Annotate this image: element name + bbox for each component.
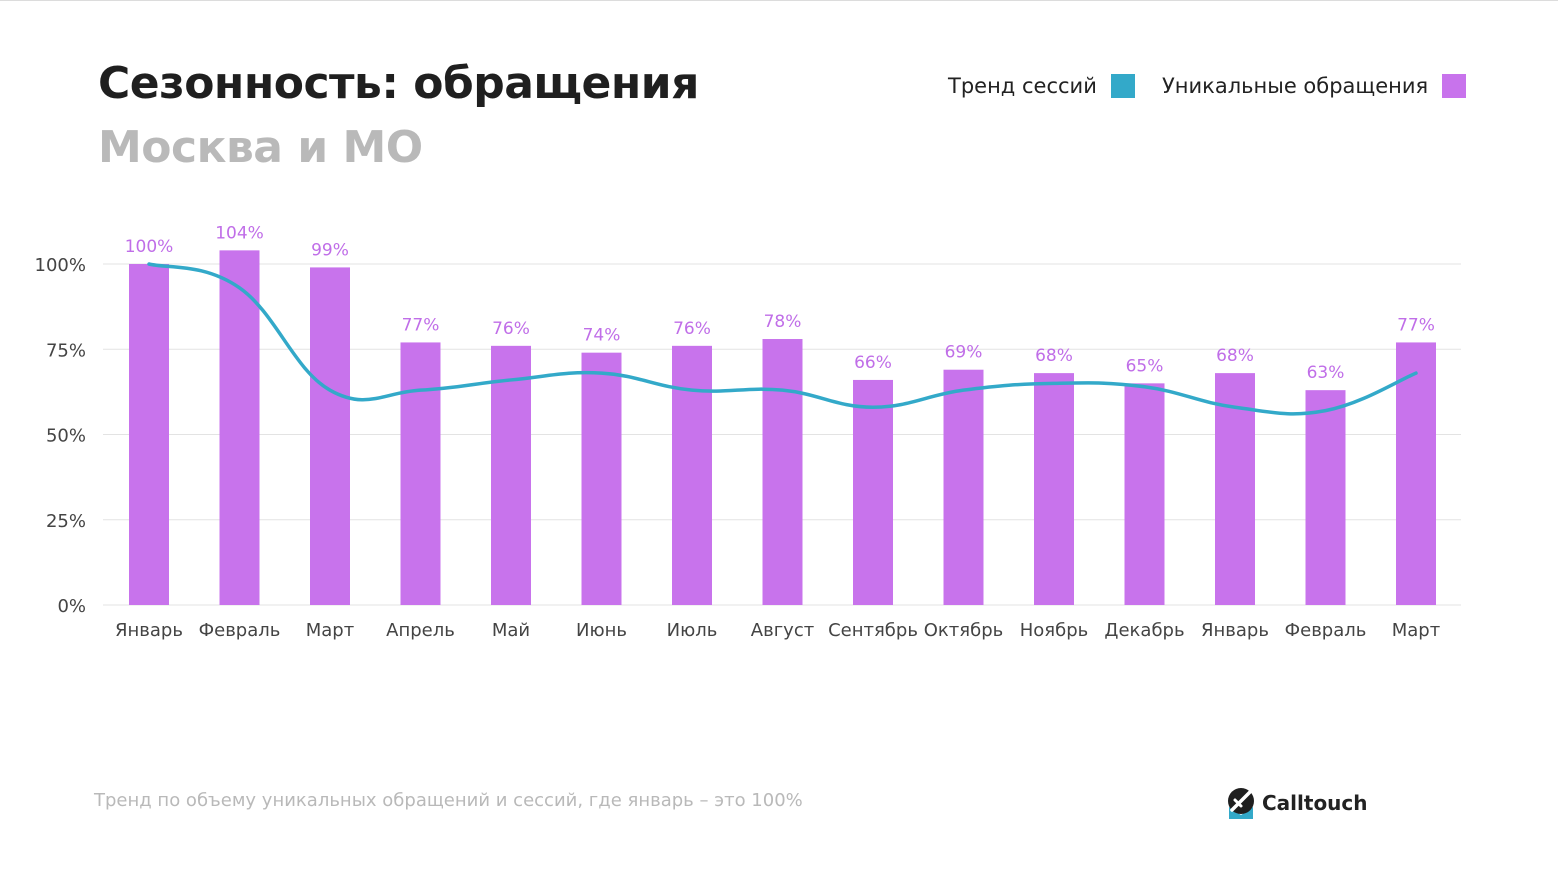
data-label: 66% <box>854 353 892 373</box>
legend-item-unique: Уникальные обращения <box>1162 72 1467 100</box>
data-label: 68% <box>1035 346 1073 366</box>
x-tick-label: Август <box>751 620 814 641</box>
x-tick-label: Март <box>1392 620 1440 641</box>
bar <box>581 352 622 605</box>
x-tick-label: Сентябрь <box>828 620 918 641</box>
bar <box>219 250 260 606</box>
bar <box>310 267 350 605</box>
x-tick-label: Июль <box>667 620 718 641</box>
y-tick-label: 0% <box>57 596 86 617</box>
bar <box>129 264 169 605</box>
legend-item-trend: Тренд сессий <box>948 72 1135 100</box>
x-tick-label: Февраль <box>1285 620 1367 641</box>
x-tick-label: Декабрь <box>1104 620 1184 641</box>
data-label: 99% <box>311 240 349 260</box>
page-title: Сезонность: обращения <box>98 58 699 109</box>
seasonality-chart: 0% 25% 50% 75% 100% 100% Январь 104% Февраль 99% М… <box>35 223 1461 641</box>
footnote: Тренд по объему уникальных обращений и с… <box>94 790 803 811</box>
x-tick-label: Октябрь <box>924 620 1004 641</box>
data-label: 68% <box>1216 346 1254 366</box>
y-tick-label: 25% <box>46 511 86 532</box>
x-tick-label: Январь <box>115 620 183 641</box>
legend-swatch-unique <box>1442 74 1467 98</box>
bar <box>491 345 531 605</box>
bar <box>672 345 712 605</box>
data-label: 65% <box>1126 356 1164 376</box>
data-label: 100% <box>125 237 174 257</box>
y-tick-label: 75% <box>46 340 86 361</box>
data-label: 76% <box>492 319 530 339</box>
x-tick-label: Май <box>492 620 530 641</box>
y-tick-label: 100% <box>35 255 86 276</box>
x-tick-label: Ноябрь <box>1020 620 1089 641</box>
top-divider <box>0 0 1558 1</box>
bar <box>1034 373 1074 605</box>
data-label: 77% <box>402 315 440 335</box>
data-label: 78% <box>764 312 802 332</box>
data-label: 63% <box>1307 363 1345 383</box>
brand-logo: Calltouch <box>1226 786 1368 820</box>
legend-swatch-trend <box>1110 74 1135 98</box>
x-tick-label: Март <box>306 620 354 641</box>
x-tick-label: Апрель <box>386 620 455 641</box>
bar <box>943 369 984 605</box>
page-subtitle: Москва и МО <box>98 122 423 173</box>
legend-label-trend: Тренд сессий <box>948 74 1097 98</box>
bar <box>1305 390 1346 605</box>
calltouch-logo-icon <box>1228 788 1254 819</box>
data-label: 76% <box>673 319 711 339</box>
x-tick-label: Февраль <box>199 620 281 641</box>
bar <box>853 379 893 605</box>
x-tick-label: Июнь <box>576 620 627 641</box>
bar <box>762 339 803 605</box>
x-tick-label: Январь <box>1201 620 1269 641</box>
data-label: 69% <box>945 343 983 363</box>
bar <box>400 342 441 605</box>
data-label: 77% <box>1397 315 1435 335</box>
brand-name: Calltouch <box>1262 791 1368 815</box>
trend-line <box>147 262 1418 416</box>
bar <box>1396 342 1436 605</box>
bar <box>1124 383 1165 605</box>
data-label: 104% <box>215 223 264 243</box>
bar <box>1215 373 1255 605</box>
legend-label-unique: Уникальные обращения <box>1162 74 1429 98</box>
data-label: 74% <box>583 326 621 346</box>
y-tick-label: 50% <box>46 426 86 447</box>
